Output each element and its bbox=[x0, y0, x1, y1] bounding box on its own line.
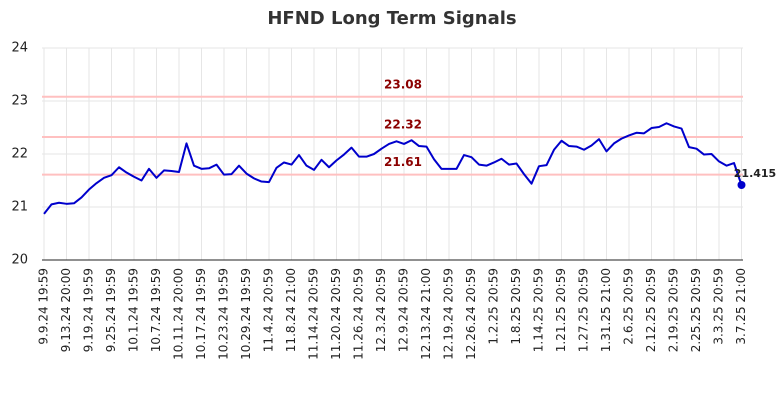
chart-title: HFND Long Term Signals bbox=[267, 8, 516, 29]
reference-label: 21.61 bbox=[384, 155, 422, 169]
x-tick-label: 12.26.24 20:59 bbox=[464, 268, 478, 360]
x-tick-label: 11.4.24 20:59 bbox=[262, 268, 276, 352]
x-tick-label: 12.9.24 20:59 bbox=[397, 268, 411, 352]
x-tick-label: 10.7.24 19:59 bbox=[149, 268, 163, 352]
x-tick-label: 2.12.25 20:59 bbox=[644, 268, 658, 352]
x-tick-label: 11.26.24 20:59 bbox=[352, 268, 366, 360]
y-tick-label: 20 bbox=[11, 253, 28, 268]
x-tick-label: 12.3.24 20:59 bbox=[374, 268, 388, 352]
x-tick-label: 12.19.24 20:59 bbox=[442, 268, 456, 360]
x-tick-label: 10.17.24 19:59 bbox=[194, 268, 208, 360]
x-tick-label: 10.29.24 19:59 bbox=[239, 268, 253, 360]
data-line bbox=[43, 122, 743, 215]
x-tick-label: 11.20.24 20:59 bbox=[329, 268, 343, 360]
x-tick-label: 1.8.25 20:59 bbox=[509, 268, 523, 345]
x-tick-label: 9.25.24 19:59 bbox=[104, 268, 118, 352]
x-tick-label: 10.11.24 20:00 bbox=[172, 268, 186, 360]
y-tick-label: 22 bbox=[11, 147, 28, 162]
x-tick-label: 11.14.24 20:59 bbox=[307, 268, 321, 360]
x-tick-label: 1.21.25 20:59 bbox=[554, 268, 568, 352]
x-tick-label: 11.8.24 21:00 bbox=[284, 268, 298, 352]
last-point bbox=[737, 181, 746, 190]
x-tick-label: 9.19.24 19:59 bbox=[82, 268, 96, 352]
x-tick-label: 10.23.24 19:59 bbox=[217, 268, 231, 360]
x-tick-label: 1.2.25 20:59 bbox=[487, 268, 501, 345]
x-tick-label: 1.31.25 21:00 bbox=[599, 268, 613, 352]
reference-label: 22.32 bbox=[384, 118, 422, 132]
x-tick-label: 2.25.25 20:59 bbox=[689, 268, 703, 352]
value-label: 21.415 bbox=[734, 167, 776, 180]
x-tick-label: 10.1.24 19:59 bbox=[127, 268, 141, 352]
x-tick-label: 1.14.25 20:59 bbox=[532, 268, 546, 352]
x-tick-label: 3.3.25 20:59 bbox=[712, 268, 726, 345]
y-tick-label: 23 bbox=[11, 94, 28, 109]
x-tick-label: 9.9.24 19:59 bbox=[37, 268, 51, 345]
x-tick-label: 3.7.25 21:00 bbox=[734, 268, 748, 345]
x-tick-label: 2.19.25 20:59 bbox=[667, 268, 681, 352]
x-tick-label: 1.27.25 20:59 bbox=[577, 268, 591, 352]
x-tick-label: 2.6.25 20:59 bbox=[622, 268, 636, 345]
y-tick-label: 21 bbox=[11, 200, 28, 215]
reference-label: 23.08 bbox=[384, 77, 422, 91]
y-tick-label: 24 bbox=[11, 41, 28, 56]
x-tick-label: 9.13.24 20:00 bbox=[59, 268, 73, 352]
x-tick-label: 12.13.24 21:00 bbox=[419, 268, 433, 360]
